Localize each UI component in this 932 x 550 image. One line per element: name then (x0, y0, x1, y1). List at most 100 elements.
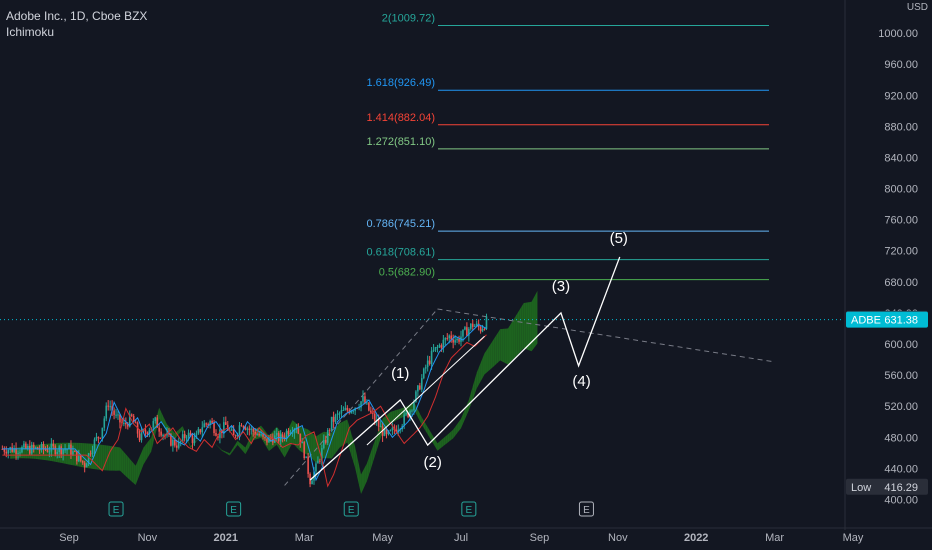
candle-body (113, 410, 115, 415)
cloud-segment (488, 344, 491, 372)
candle-body (36, 447, 39, 450)
last-price-tag-label: ADBE (851, 315, 881, 327)
cloud-segment (314, 434, 316, 463)
trend-line-upper (284, 308, 438, 486)
cloud-segment (178, 427, 181, 435)
candle-body (248, 428, 251, 430)
candle-body (83, 462, 86, 468)
fib-label: 1.272(851.10) (367, 136, 436, 148)
last-price-tag: ADBE 631.38 (846, 311, 928, 328)
price-axis: 400.00440.00480.00520.00560.00600.00640.… (844, 0, 932, 550)
candle-body (305, 456, 307, 459)
low-tag: Low 416.29 (846, 478, 928, 495)
cloud-segment (112, 446, 115, 471)
cloud-segment (490, 341, 493, 370)
cloud-segment (419, 413, 422, 425)
cloud-segment (533, 294, 536, 349)
candle-body (372, 412, 374, 414)
candle-body (411, 410, 413, 412)
cloud-segment (141, 447, 144, 470)
candle-body (211, 420, 213, 423)
cloud-segment (421, 417, 424, 428)
cloud-segment (223, 450, 226, 454)
candle-body (230, 429, 233, 431)
cloud-segment (341, 421, 344, 447)
candle-body (79, 455, 82, 461)
candle-body (85, 463, 88, 468)
cloud-segment (310, 431, 313, 459)
candle-body (434, 347, 437, 350)
candle-body (379, 426, 382, 428)
candle-body (358, 407, 360, 409)
cloud-segment (457, 421, 460, 434)
time-tick-label: May (843, 532, 864, 544)
cloud-segment (135, 461, 138, 486)
low-tag-value: 416.29 (884, 482, 918, 494)
cloud-segment (235, 440, 238, 448)
candle-body (15, 448, 17, 454)
candle-body (144, 429, 147, 433)
candle-body (426, 360, 429, 368)
cloud-segment (455, 424, 458, 436)
fib-label: 2(1009.72) (382, 13, 435, 25)
cloud-segment (482, 353, 485, 378)
candle-body (419, 385, 421, 390)
candle-body (311, 480, 313, 485)
cloud-segment (237, 440, 240, 448)
cloud-segment (159, 407, 162, 423)
candle-body (242, 426, 245, 428)
candle-body (346, 407, 349, 411)
candle-body (252, 428, 255, 432)
time-tick-label: Jul (454, 532, 468, 544)
cloud-segment (535, 290, 538, 347)
candle-body (413, 401, 415, 411)
candle-body (195, 433, 198, 439)
candle-body (19, 452, 21, 454)
time-tick-label: 2022 (684, 532, 708, 544)
cloud-segment (139, 452, 142, 475)
cloud-segment (196, 438, 199, 442)
candle-body (324, 439, 327, 443)
cloud-segment (472, 379, 475, 400)
candle-body (5, 451, 8, 454)
price-tick-label: 440.00 (884, 463, 918, 475)
earnings-marker: E (108, 501, 124, 517)
cloud-segment (521, 303, 524, 351)
candle-body (422, 368, 425, 379)
price-tick-label: 600.00 (884, 339, 918, 351)
candle-body (360, 401, 362, 408)
cloud-segment (233, 443, 236, 451)
time-tick-label: Nov (608, 532, 628, 544)
wave-label: (5) (610, 230, 628, 247)
candle-body (134, 422, 137, 424)
candle-body (415, 391, 417, 402)
candle-body (387, 430, 390, 435)
candle-body (91, 450, 94, 455)
candle-body (62, 449, 64, 455)
cloud-segment (210, 436, 213, 440)
candle-body (177, 441, 180, 448)
cloud-segment (102, 444, 105, 471)
cloud-segment (125, 454, 128, 479)
price-tick-label: 520.00 (884, 401, 918, 413)
candle-body (225, 422, 227, 425)
candle-body (442, 339, 445, 348)
candle-body (293, 429, 296, 433)
candle-body (105, 405, 108, 419)
candle-body (303, 442, 305, 459)
candle-body (70, 444, 72, 455)
earnings-label: E (113, 505, 120, 516)
candle-body (76, 451, 78, 462)
candle-body (78, 455, 80, 462)
cloud-segment (451, 429, 454, 440)
wave-label: (4) (572, 373, 590, 390)
cloud-segment (372, 440, 375, 463)
cloud-segment (349, 426, 352, 456)
cloud-segment (353, 440, 356, 468)
candle-body (428, 360, 431, 364)
candle-body (50, 443, 53, 452)
candle-body (452, 339, 454, 343)
symbol-title: Adobe Inc., 1D, Cboe BZX (6, 9, 148, 23)
earnings-marker: E (578, 501, 594, 517)
